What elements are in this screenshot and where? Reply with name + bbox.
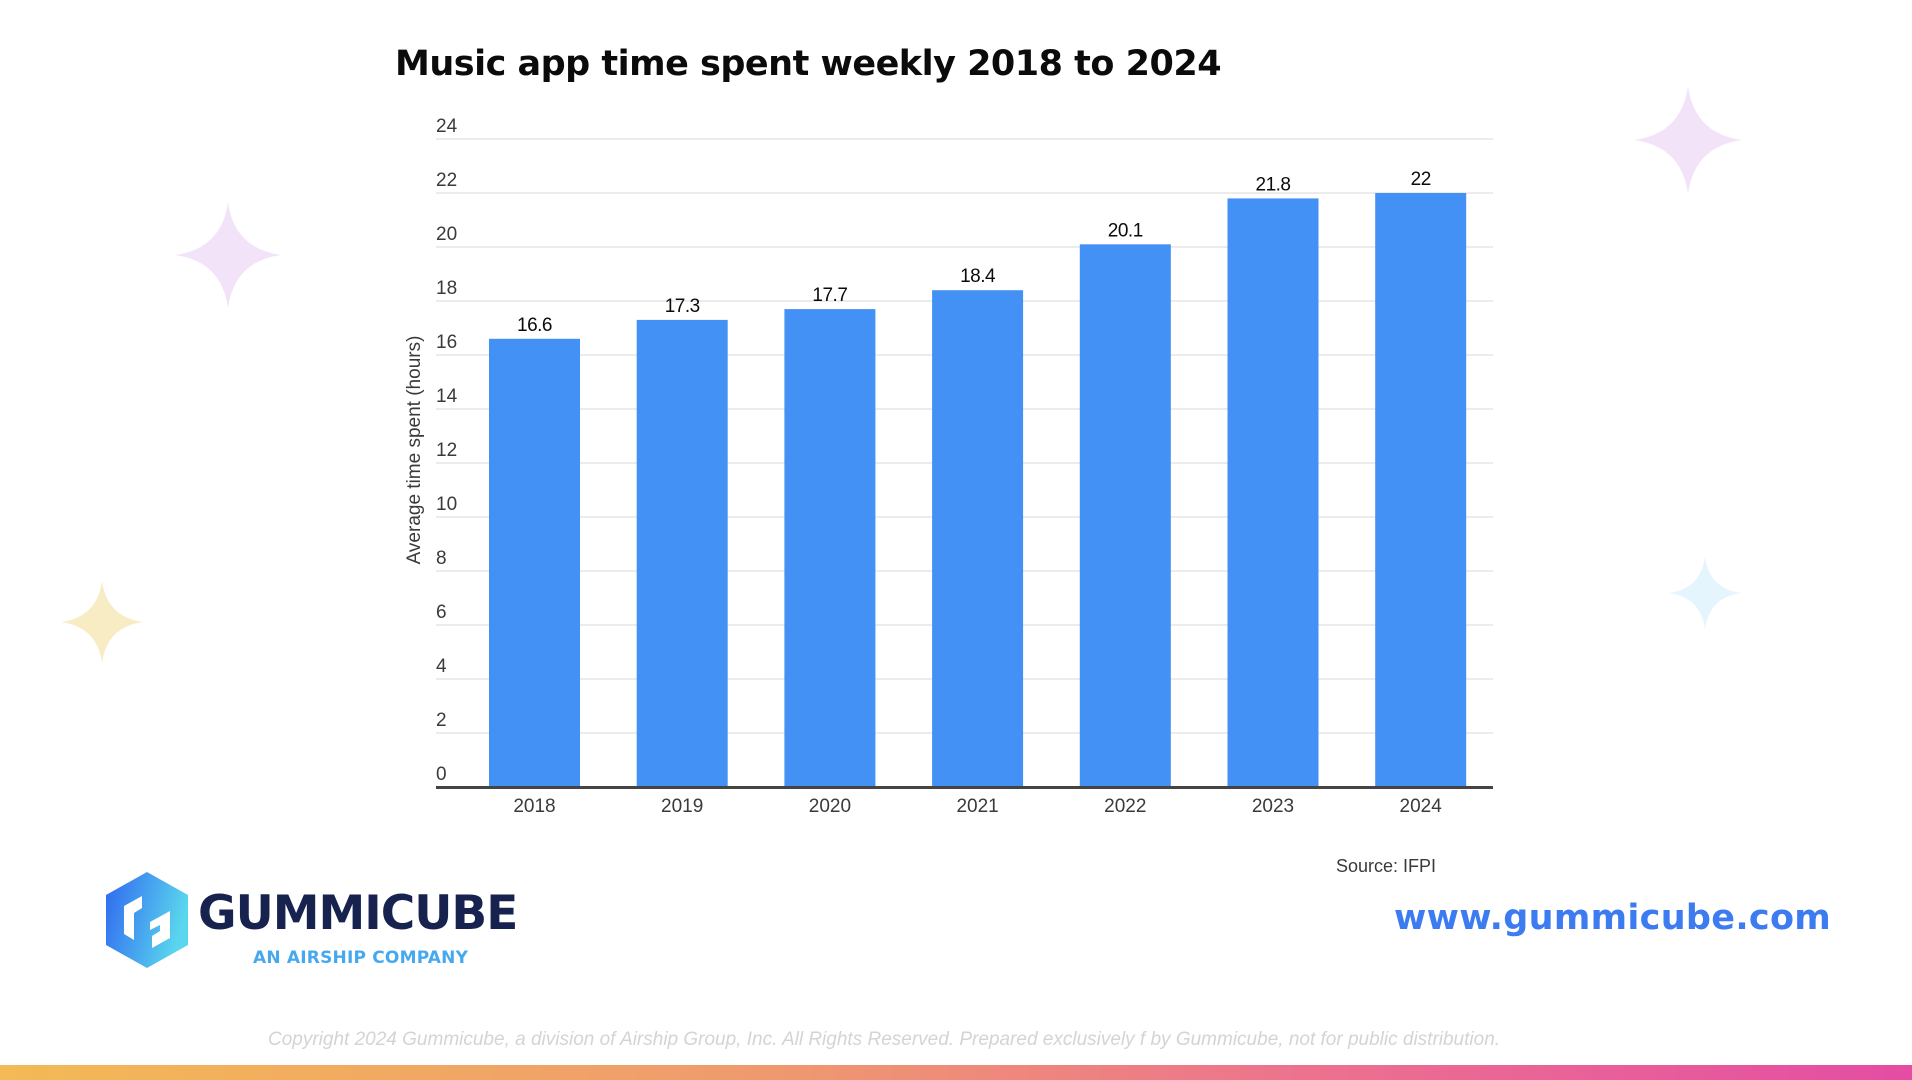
y-tick-label: 20 [436, 224, 457, 245]
bar-2023 [1227, 198, 1319, 787]
bar-2021 [932, 290, 1024, 787]
y-tick-label: 6 [436, 602, 447, 623]
source-note: Source: IFPI [1336, 856, 1437, 876]
bar-value-label: 20.1 [1108, 220, 1143, 241]
y-tick-label: 12 [436, 440, 457, 461]
x-tick-label: 2019 [661, 796, 703, 817]
x-axis-ticks: 2018 2019 2020 2021 2022 2023 2024 [513, 796, 1442, 817]
logo-wordmark: GUMMICUBE [198, 886, 518, 941]
y-tick-label: 14 [436, 386, 458, 407]
sparkle-icon [61, 581, 143, 663]
bar-2019 [636, 319, 728, 787]
sparkle-icon [175, 202, 281, 308]
bar-value-labels: 16.6 17.3 17.7 18.4 20.1 21.8 22 [517, 169, 1431, 336]
y-tick-label: 22 [436, 170, 457, 191]
y-tick-label: 24 [436, 116, 458, 137]
bars [489, 193, 1467, 788]
y-tick-label: 0 [436, 764, 447, 785]
bar-value-label: 18.4 [960, 266, 996, 287]
sparkle-icon [1669, 557, 1741, 629]
y-tick-label: 18 [436, 278, 457, 299]
sparkle-icon [1634, 86, 1742, 194]
bar-value-label: 22 [1411, 169, 1431, 190]
bar-2018 [489, 338, 580, 787]
gradient-footer-bar [0, 1065, 1912, 1080]
copyright-notice: Copyright 2024 Gummicube, a division of … [268, 1029, 1501, 1050]
bar-value-label: 21.8 [1256, 174, 1291, 195]
y-tick-label: 10 [436, 494, 457, 515]
gummicube-logo: GUMMICUBE AN AIRSHIP COMPANY [100, 870, 518, 970]
cube-logo-icon [106, 872, 188, 968]
x-tick-label: 2024 [1400, 796, 1443, 817]
y-axis-label: Average time spent (hours) [404, 336, 425, 565]
y-tick-label: 4 [436, 656, 447, 677]
bar-value-label: 16.6 [517, 315, 552, 336]
y-tick-label: 2 [436, 710, 447, 731]
chart-title: Music app time spent weekly 2018 to 2024 [395, 44, 1222, 84]
bar-value-label: 17.3 [665, 296, 700, 317]
x-tick-label: 2020 [809, 796, 851, 817]
bar-2024 [1375, 193, 1467, 787]
x-tick-label: 2018 [513, 796, 555, 817]
logo-tagline: AN AIRSHIP COMPANY [253, 948, 469, 968]
x-tick-label: 2023 [1252, 796, 1294, 817]
website-link[interactable]: www.gummicube.com [1394, 898, 1832, 938]
x-tick-label: 2021 [956, 796, 998, 817]
y-tick-label: 8 [436, 548, 447, 569]
bar-2022 [1079, 244, 1171, 788]
bar-2020 [784, 309, 876, 787]
y-tick-label: 16 [436, 332, 457, 353]
bar-value-label: 17.7 [812, 285, 847, 306]
x-tick-label: 2022 [1104, 796, 1146, 817]
